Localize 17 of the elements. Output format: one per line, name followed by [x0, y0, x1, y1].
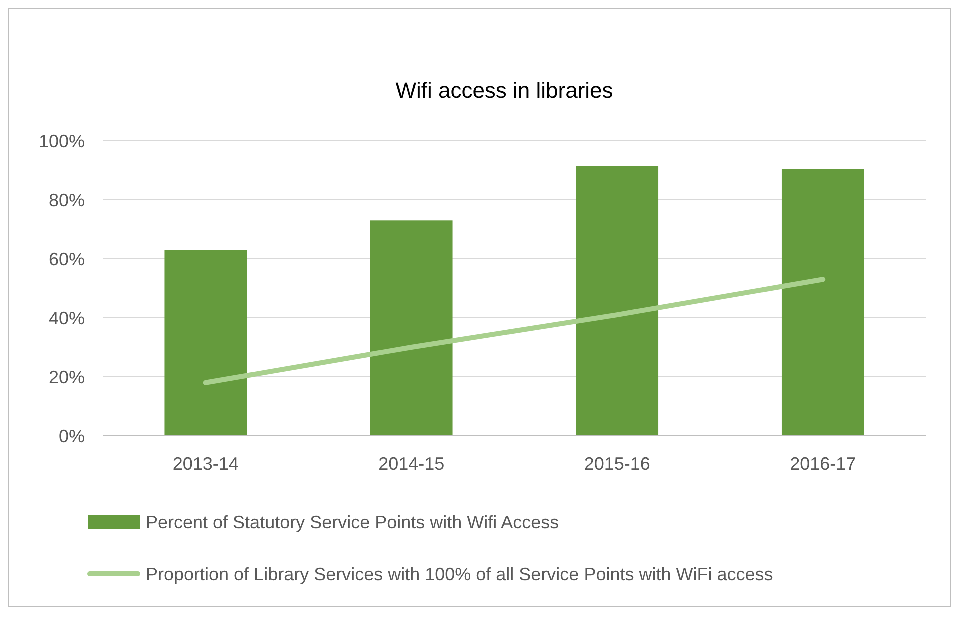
- y-tick-label: 0%: [58, 426, 85, 446]
- x-tick-label: 2015-16: [584, 454, 650, 474]
- x-tick-label: 2016-17: [790, 454, 856, 474]
- legend-label: Proportion of Library Services with 100% of all Service Points with WiFi access: [146, 564, 774, 584]
- bar: [782, 169, 864, 436]
- chart-title: Wifi access in libraries: [396, 78, 614, 103]
- bar: [370, 220, 453, 436]
- bar: [164, 250, 248, 436]
- y-tick-label: 80%: [48, 190, 85, 210]
- x-tick-label: 2014-15: [378, 454, 445, 474]
- legend-label: Percent of Statutory Service Points with Wifi Access: [146, 512, 560, 532]
- y-tick-label: 60%: [48, 249, 85, 270]
- bar: [576, 166, 659, 436]
- y-tick-label: 20%: [48, 367, 85, 388]
- y-tick-label: 100%: [38, 131, 85, 152]
- y-tick-label: 40%: [48, 308, 85, 328]
- x-tick-label: 2013-14: [172, 454, 239, 474]
